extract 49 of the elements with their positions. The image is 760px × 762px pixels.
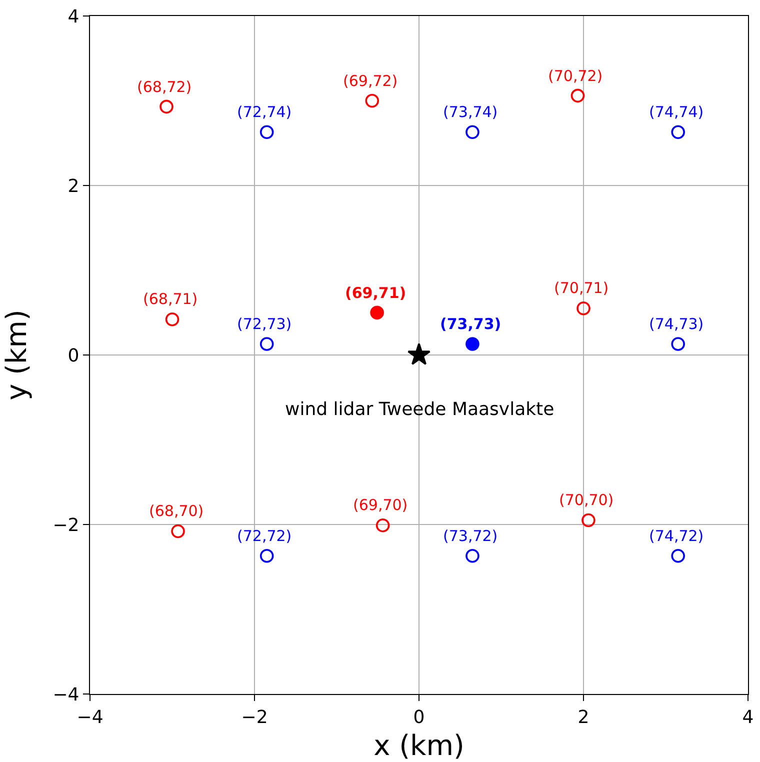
point xyxy=(376,518,390,532)
annotation: (74,74) xyxy=(649,103,704,121)
annotation: (68,70) xyxy=(149,502,204,520)
annotation: wind lidar Tweede Maasvlakte xyxy=(285,399,554,420)
point xyxy=(671,125,685,140)
point xyxy=(260,337,274,351)
annotation: (69,72) xyxy=(343,72,398,90)
annotation: (70,71) xyxy=(554,279,609,297)
y-tick-label: −4 xyxy=(52,684,80,706)
y-axis-title: y (km) xyxy=(0,310,33,400)
point xyxy=(407,342,431,365)
y-tick-label: 4 xyxy=(68,6,80,28)
point xyxy=(576,301,590,316)
point xyxy=(260,548,274,563)
point xyxy=(260,125,274,140)
point xyxy=(466,125,480,140)
annotation: (74,72) xyxy=(649,527,704,545)
point xyxy=(370,306,384,320)
annotation: (73,74) xyxy=(443,103,498,121)
point xyxy=(365,94,380,108)
annotation: (72,73) xyxy=(237,315,292,333)
annotation: (69,70) xyxy=(353,496,408,514)
annotation: (69,71) xyxy=(345,284,406,302)
point xyxy=(466,548,480,563)
annotation: (68,72) xyxy=(137,78,192,96)
point xyxy=(160,100,174,114)
annotation: (70,70) xyxy=(559,491,614,509)
point xyxy=(671,337,685,351)
point xyxy=(582,513,596,528)
x-axis-title: x (km) xyxy=(374,729,464,762)
x-tick-label: 4 xyxy=(742,706,754,728)
point xyxy=(165,312,180,326)
point xyxy=(466,337,480,351)
y-tick-label: −2 xyxy=(52,514,80,536)
annotation: (74,73) xyxy=(649,315,704,333)
y-tick-label: 0 xyxy=(68,345,80,366)
annotation: (72,72) xyxy=(237,527,292,545)
annotation: (72,74) xyxy=(237,103,292,121)
x-tick-label: −2 xyxy=(241,706,268,728)
y-tick-label: 2 xyxy=(68,176,80,197)
annotation: (68,71) xyxy=(143,290,198,308)
annotation: (73,73) xyxy=(440,315,502,333)
point xyxy=(671,548,685,563)
point xyxy=(171,524,185,538)
point xyxy=(570,88,585,103)
x-tick-label: 0 xyxy=(413,706,425,728)
annotation: (73,72) xyxy=(443,527,498,545)
x-tick-label: 2 xyxy=(578,706,590,728)
annotation: (70,72) xyxy=(548,67,603,85)
